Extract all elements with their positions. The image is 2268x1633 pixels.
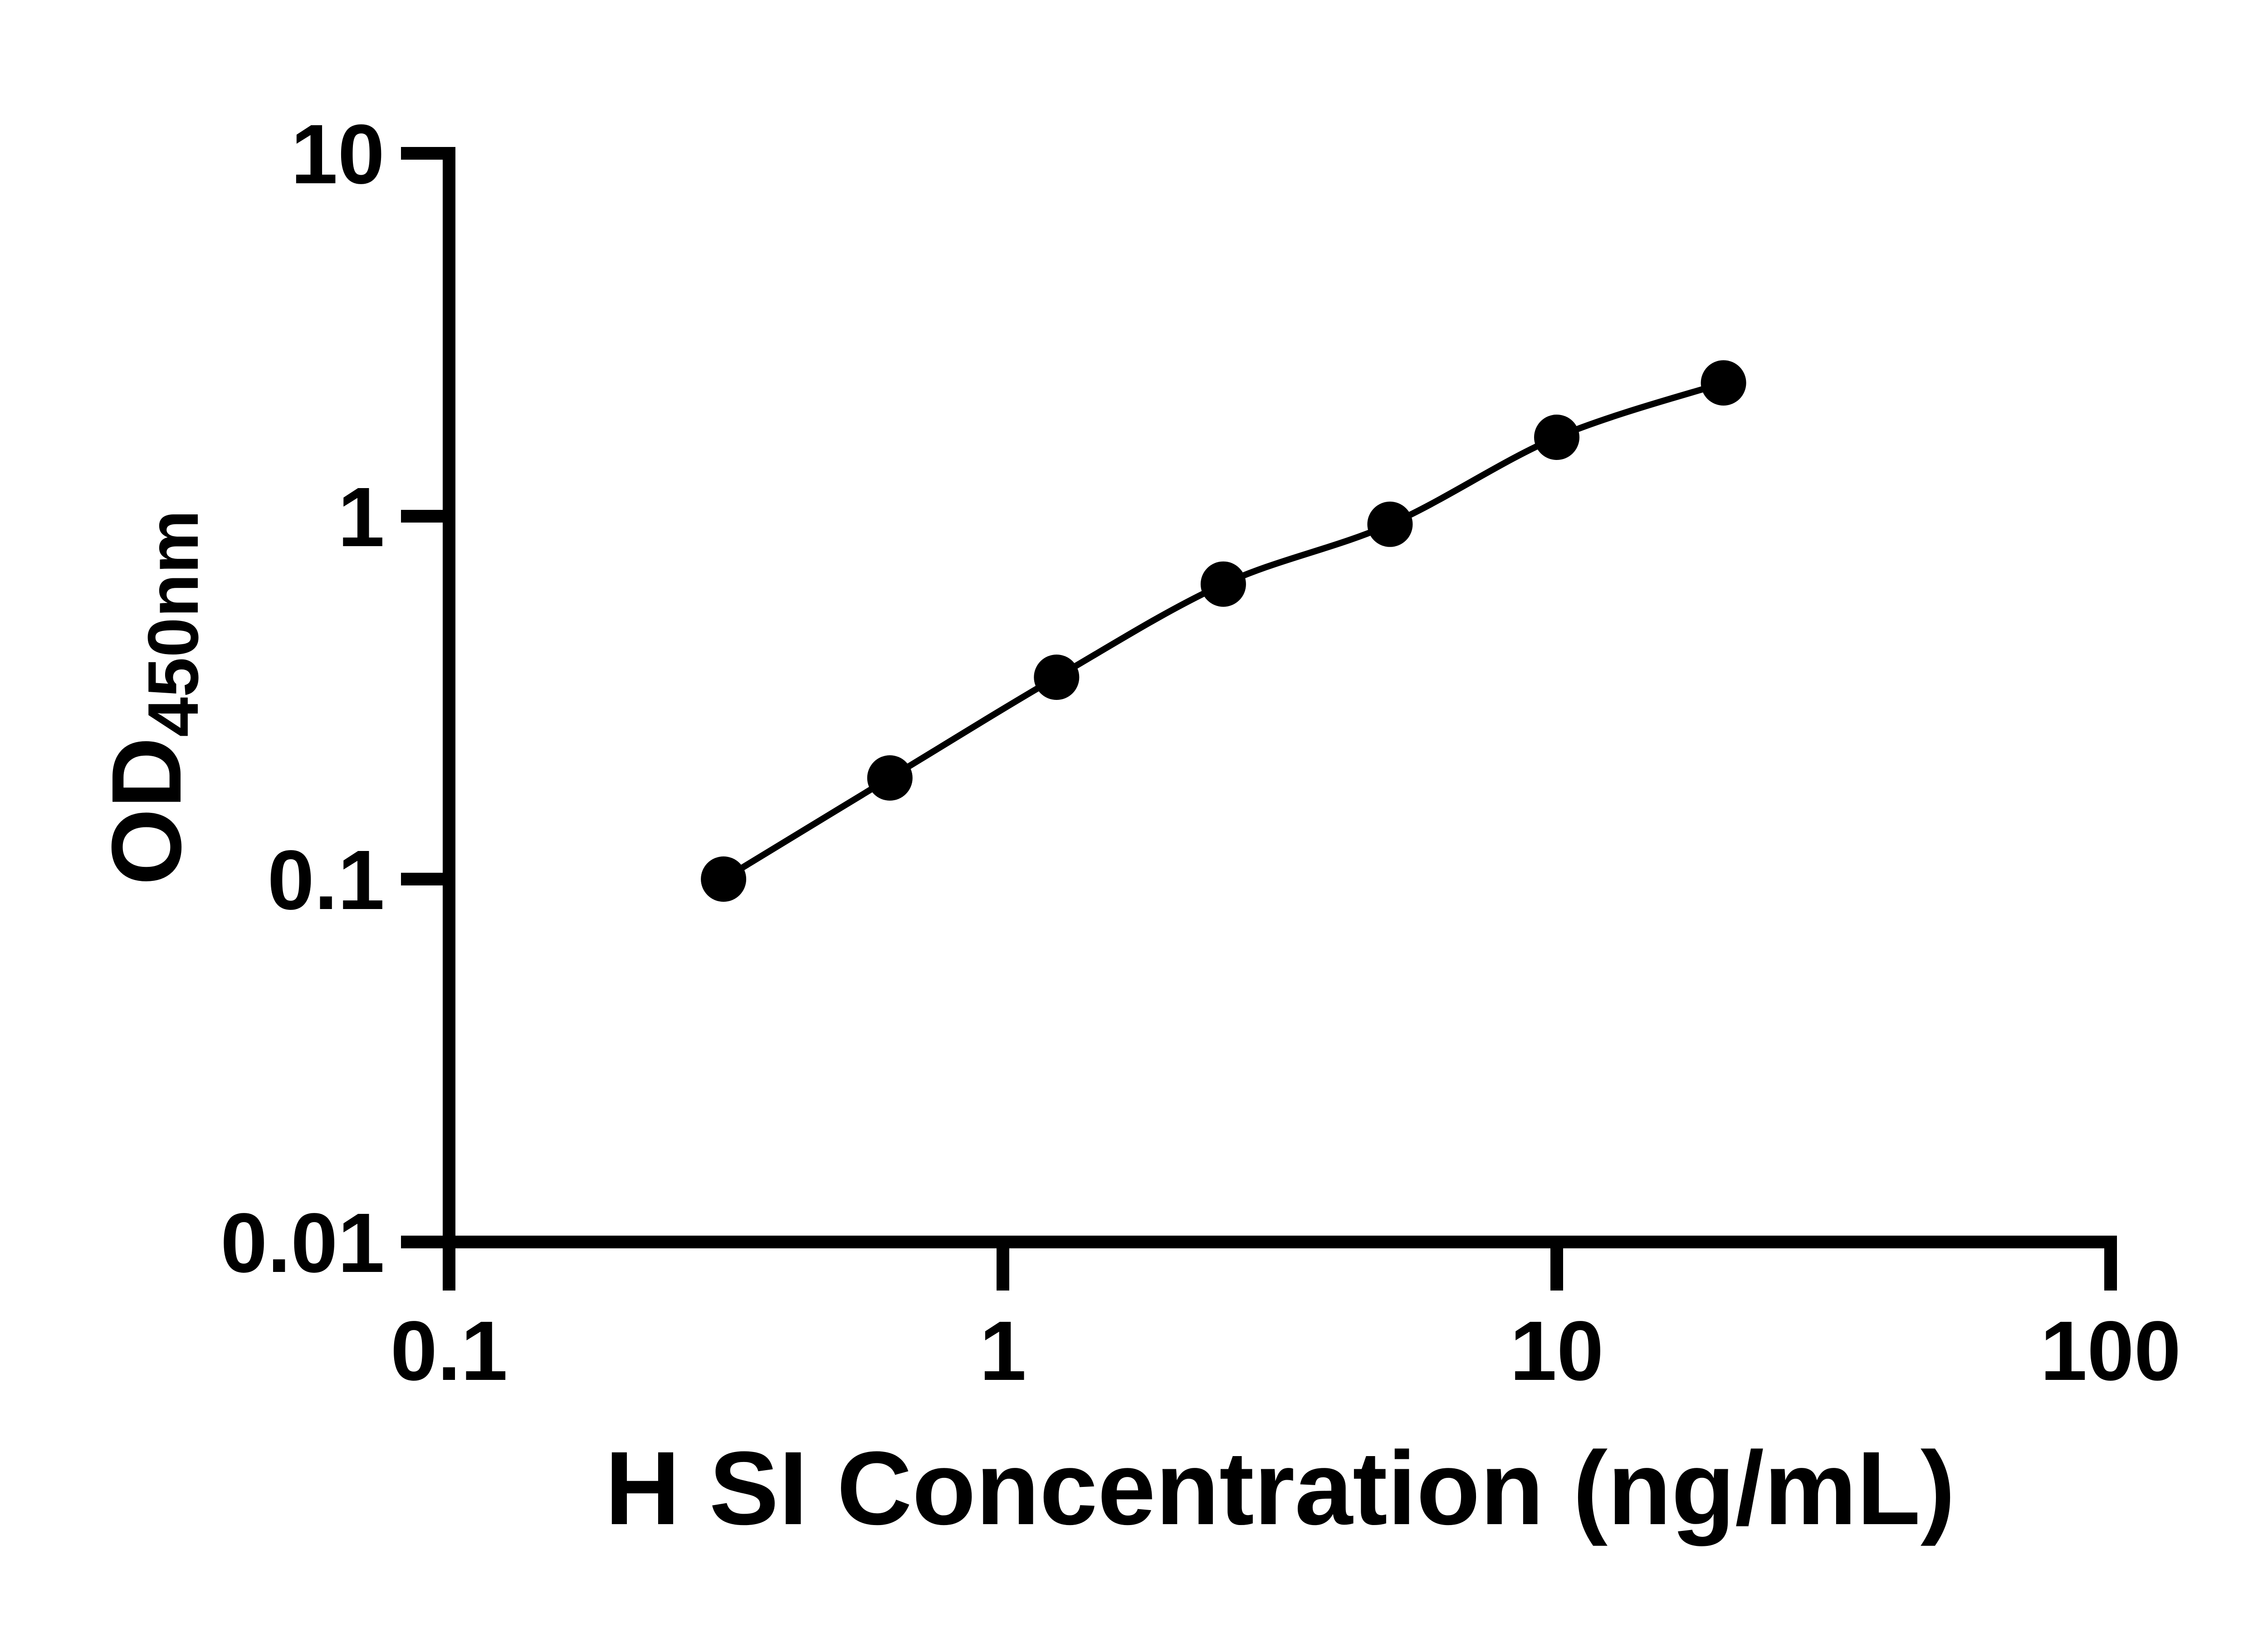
x-tick-label: 1 <box>979 1304 1026 1398</box>
y-axis-title-main: OD <box>92 737 202 885</box>
x-tick-label: 100 <box>2040 1304 2181 1398</box>
data-point-marker <box>1534 415 1579 460</box>
y-tick-label: 0.1 <box>267 833 385 927</box>
x-axis: 0.1 1 10 100 H SI Concentration (ng/mL) <box>391 1236 2181 1546</box>
standard-curve-line <box>720 380 1727 882</box>
y-axis-title-subscript: 450nm <box>133 510 213 737</box>
series-standard-curve <box>701 360 1746 902</box>
x-axis-ticks: 0.1 1 10 100 <box>391 1242 2181 1398</box>
data-point-marker <box>1200 561 1246 607</box>
y-tick-label: 0.01 <box>220 1196 385 1290</box>
x-tick-label: 10 <box>1510 1304 1604 1398</box>
data-point-marker <box>701 856 747 902</box>
data-point-marker <box>867 755 913 801</box>
data-point-marker <box>1367 501 1413 547</box>
data-point-marker <box>1701 360 1746 406</box>
y-tick-label: 10 <box>291 108 385 201</box>
data-points <box>701 360 1746 902</box>
y-axis-title: OD450nm <box>92 510 213 885</box>
y-axis: 10 1 0.1 0.01 OD450nm <box>92 108 455 1290</box>
y-axis-ticks: 10 1 0.1 0.01 <box>220 108 449 1290</box>
x-axis-title: H SI Concentration (ng/mL) <box>605 1430 1955 1546</box>
y-tick-label: 1 <box>338 470 385 564</box>
x-tick-label: 0.1 <box>391 1304 508 1398</box>
data-point-marker <box>1034 655 1080 700</box>
